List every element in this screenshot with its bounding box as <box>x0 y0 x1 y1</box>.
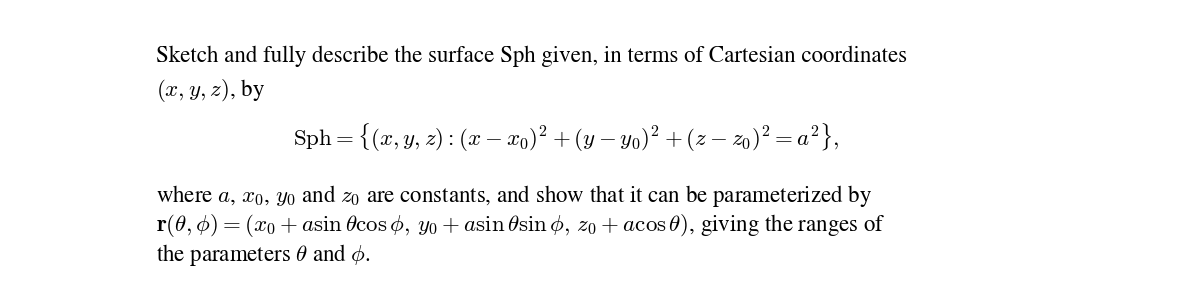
Text: $\mathbf{r}(\theta, \phi) = (x_0 + a\sin\theta\cos\phi,\, y_0 + a\sin\theta\sin\: $\mathbf{r}(\theta, \phi) = (x_0 + a\sin… <box>156 212 886 239</box>
Text: Sketch and fully describe the surface Sph given, in terms of Cartesian coordinat: Sketch and fully describe the surface Sp… <box>156 46 907 67</box>
Text: where $a$, $x_0$, $y_0$ and $z_0$ are constants, and show that it can be paramet: where $a$, $x_0$, $y_0$ and $z_0$ are co… <box>156 183 872 209</box>
Text: $(x, y, z)$, by: $(x, y, z)$, by <box>156 77 265 104</box>
Text: $\mathrm{Sph} = \{(x, y, z) : (x - x_0)^2 + (y - y_0)^2 + (z - z_0)^2 = a^2\},$: $\mathrm{Sph} = \{(x, y, z) : (x - x_0)^… <box>293 121 840 154</box>
Text: the parameters $\theta$ and $\phi$.: the parameters $\theta$ and $\phi$. <box>156 242 371 268</box>
